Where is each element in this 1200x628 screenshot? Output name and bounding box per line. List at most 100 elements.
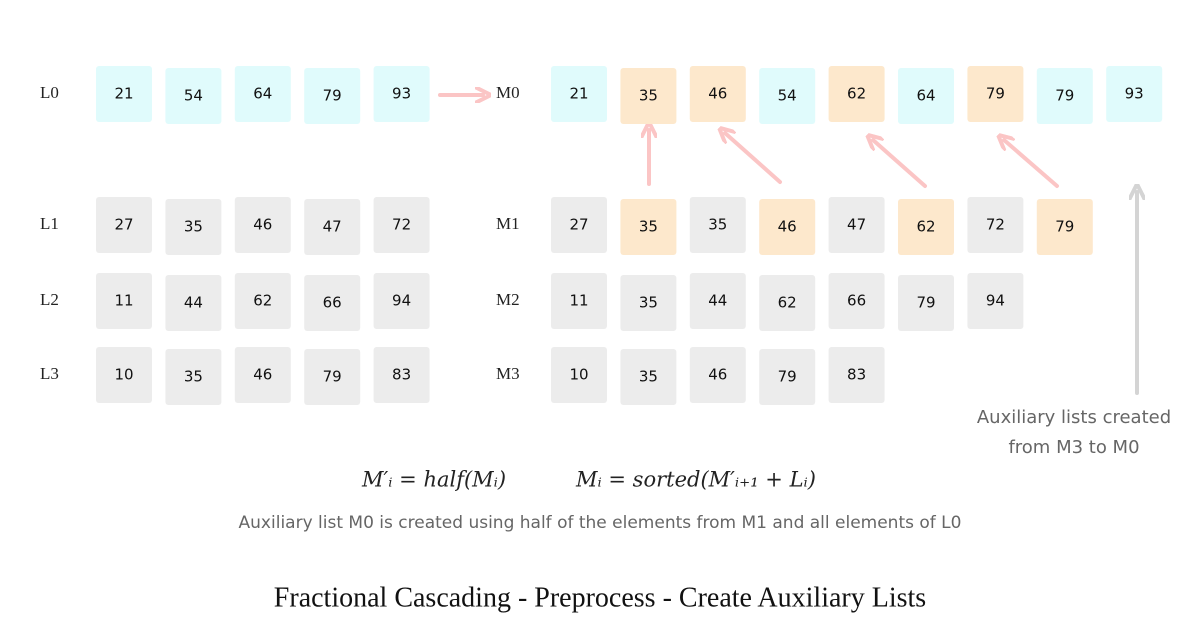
cell-value: 93 (392, 85, 411, 103)
cell (759, 275, 816, 331)
cell-value: 35 (184, 368, 203, 386)
cell (620, 275, 677, 331)
cell (620, 349, 677, 405)
list-label: L1 (40, 214, 59, 233)
cell-value: 46 (253, 366, 272, 384)
cell-value: 35 (639, 294, 658, 312)
cell-value: 54 (184, 87, 203, 105)
cell-value: 46 (708, 366, 727, 384)
cell (234, 347, 291, 403)
list-label: L0 (40, 83, 59, 102)
cell (373, 273, 430, 329)
arrow (873, 140, 927, 188)
cell-value: 47 (847, 216, 866, 234)
cell (165, 68, 222, 124)
cell-value: 62 (847, 85, 866, 103)
list-label: L2 (40, 290, 59, 309)
cell (304, 68, 361, 124)
cell-value: 79 (1055, 218, 1074, 236)
cell (96, 66, 152, 122)
cell (551, 273, 607, 329)
cell-value: 66 (847, 292, 866, 310)
list-label: M2 (496, 290, 520, 309)
cell (165, 199, 222, 255)
caption: Auxiliary list M0 is created using half … (239, 513, 962, 533)
list-label: M0 (496, 83, 520, 102)
cell-value: 21 (114, 85, 133, 103)
cell-value: 47 (323, 218, 342, 236)
cell-value: 72 (392, 216, 411, 234)
cell-value: 35 (708, 216, 727, 234)
cell (967, 66, 1024, 122)
cell (373, 347, 430, 403)
cell-value: 83 (392, 366, 411, 384)
cell (165, 349, 222, 405)
cell-value: 46 (253, 216, 272, 234)
cell (304, 349, 361, 405)
cell-value: 94 (392, 292, 411, 310)
side-note: from M3 to M0 (1008, 437, 1139, 458)
cell-value: 35 (184, 218, 203, 236)
cell (373, 197, 430, 253)
cell (898, 68, 954, 124)
cell (828, 66, 885, 122)
cell (620, 68, 677, 124)
cell-value: 64 (253, 85, 272, 103)
cell-value: 79 (986, 85, 1005, 103)
cell-value: 79 (916, 294, 935, 312)
cell (96, 197, 152, 253)
cell-value: 93 (1125, 85, 1144, 103)
cell (373, 66, 430, 122)
cell (551, 197, 607, 253)
cell-value: 62 (778, 294, 797, 312)
cell-value: 44 (708, 292, 727, 310)
cell (1036, 199, 1093, 255)
cell (898, 199, 954, 255)
cell-value: 46 (708, 85, 727, 103)
cell-value: 46 (778, 218, 797, 236)
cell-value: 21 (569, 85, 588, 103)
cell (234, 273, 291, 329)
list-label: M1 (496, 214, 520, 233)
cell-value: 79 (323, 87, 342, 105)
cell (551, 347, 607, 403)
cell (689, 197, 746, 253)
cell (689, 66, 746, 122)
cell-value: 62 (916, 218, 935, 236)
cell-value: 66 (323, 294, 342, 312)
cell (96, 347, 152, 403)
cell (967, 197, 1024, 253)
cell-value: 44 (184, 294, 203, 312)
cell-value: 79 (323, 368, 342, 386)
cell-value: 10 (569, 366, 588, 384)
cell-value: 54 (778, 87, 797, 105)
formula: M′ᵢ = half(Mᵢ) (361, 468, 506, 492)
cell (898, 275, 954, 331)
cell-value: 62 (253, 292, 272, 310)
cell (620, 199, 677, 255)
cell-value: 27 (569, 216, 588, 234)
formula: Mᵢ = sorted(M′ᵢ₊₁ + Lᵢ) (575, 468, 816, 492)
cell-value: 35 (639, 87, 658, 105)
cell-value: 94 (986, 292, 1005, 310)
cell-value: 27 (114, 216, 133, 234)
cell (234, 66, 291, 122)
side-note: Auxiliary lists created (977, 407, 1171, 428)
cell-value: 72 (986, 216, 1005, 234)
cell (828, 197, 885, 253)
arrow (1004, 140, 1059, 188)
list-label: L3 (40, 364, 59, 383)
cell (165, 275, 222, 331)
cell-value: 79 (1055, 87, 1074, 105)
cell (689, 347, 746, 403)
cell-value: 64 (916, 87, 935, 105)
cell (828, 273, 885, 329)
title: Fractional Cascading - Preprocess - Crea… (274, 582, 926, 613)
cell (304, 275, 361, 331)
cell (96, 273, 152, 329)
cell (1036, 68, 1093, 124)
arrows (438, 95, 1137, 395)
cell (304, 199, 361, 255)
cell-value: 11 (114, 292, 133, 310)
